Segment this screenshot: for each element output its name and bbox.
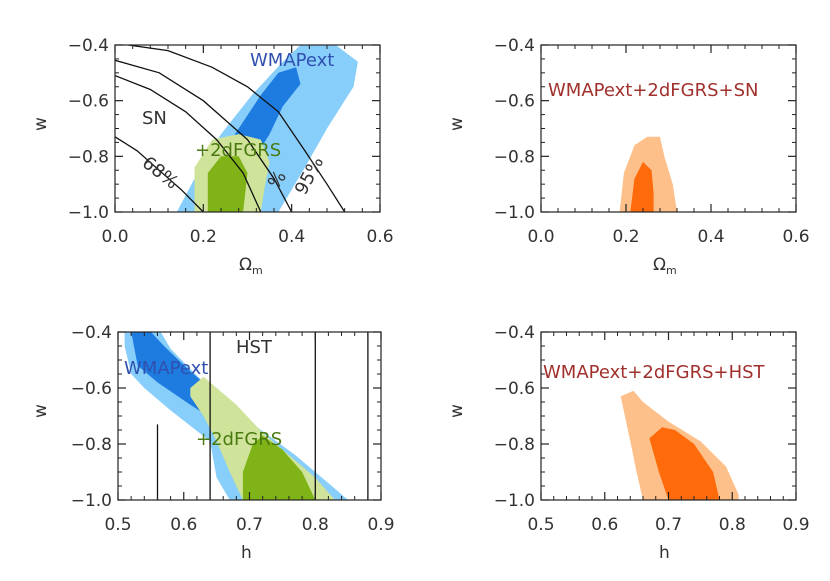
x-tick-label: 0.7 — [655, 515, 682, 535]
x-axis-label-subscript: m — [252, 264, 263, 277]
x-tick-label: 0.6 — [782, 227, 809, 247]
confidence-regions — [620, 390, 739, 500]
confidence-regions — [176, 45, 358, 212]
annotation-sn: SN — [142, 108, 167, 129]
y-tick-label: −0.8 — [494, 147, 535, 167]
y-tick-label: −0.4 — [71, 323, 112, 343]
y-tick-label: −1.0 — [494, 491, 535, 511]
panel-bottom-left: 0.5 0.6 0.7 0.8 0.9 −1.0 −0.8 −0.6 −0.4 HST WMAP… — [31, 323, 395, 563]
x-tick-label: 0.5 — [527, 515, 554, 535]
x-tick-label: 0.6 — [591, 515, 618, 535]
x-tick-label: 0.4 — [697, 227, 724, 247]
x-tick-label: 0.9 — [782, 515, 809, 535]
region-wmapext-2dfgrs-sn-68 — [630, 161, 654, 212]
x-tick-label: 0.2 — [190, 227, 217, 247]
x-tick-label: 0.6 — [366, 227, 393, 247]
line-sn-95-outer — [128, 45, 346, 212]
x-tick-label: 0.5 — [104, 515, 131, 535]
y-tick-label: −0.6 — [71, 379, 112, 399]
region-2dfgrs-68 — [242, 435, 316, 500]
x-axis-label-subscript: m — [666, 264, 677, 277]
panel-top-right: 0.0 0.2 0.4 0.6 −1.0 −0.8 −0.6 −0.4 WMAPext+2dF… — [447, 36, 810, 277]
region-wmapext-2dfgrs-hst-68 — [649, 427, 720, 500]
line-sn-68-outer — [115, 74, 262, 212]
y-tick-label: −1.0 — [68, 203, 109, 223]
x-axis-label: h — [659, 543, 670, 563]
region-2dfgrs-68 — [207, 156, 248, 212]
x-tick-label: 0.6 — [170, 515, 197, 535]
annotation-combined-sn: WMAPext+2dFGRS+SN — [548, 80, 759, 101]
x-tick-label: 0.4 — [278, 227, 305, 247]
annotation-2dfgrs: +2dFGRS — [195, 140, 281, 161]
x-axis-label: Ω — [653, 255, 666, 275]
y-axis-label: w — [447, 404, 467, 418]
annotation-2dfgrs: +2dFGRS — [196, 429, 282, 450]
y-tick-label: −1.0 — [494, 203, 535, 223]
hst-lines — [156, 332, 369, 500]
sn-contour-lines — [115, 45, 346, 212]
annotation-combined-hst: WMAPext+2dFGRS+HST — [543, 362, 766, 383]
y-tick-label: −0.8 — [494, 435, 535, 455]
x-tick-label: 0.0 — [527, 227, 554, 247]
y-tick-label: −0.6 — [68, 92, 109, 112]
y-axis-label: w — [31, 404, 51, 418]
annotation-wmapext: WMAPext — [250, 50, 334, 71]
x-tick-label: 0.8 — [302, 515, 329, 535]
panel-top-left: 0.0 0.2 0.4 0.6−1.0−0.8−0.6−0.4 WMAPext SN … — [31, 36, 394, 277]
y-tick-label: −0.8 — [71, 435, 112, 455]
y-axis-label: w — [447, 117, 467, 131]
y-tick-label: −0.4 — [494, 36, 535, 56]
axes: 0.5 0.6 0.7 0.8 0.9 −1.0 −0.8 −0.6 −0.4 — [71, 323, 395, 535]
axes: 0.0 0.2 0.4 0.6 −1.0 −0.8 −0.6 −0.4 — [494, 36, 810, 247]
annotation-68pct: 68% — [138, 152, 182, 193]
y-tick-label: −0.8 — [68, 147, 109, 167]
line-sn-68-inner — [115, 136, 204, 212]
x-tick-label: 0.7 — [236, 515, 263, 535]
y-tick-label: −0.4 — [68, 36, 109, 56]
x-axis-label: h — [241, 543, 252, 563]
y-tick-label: −0.4 — [494, 323, 535, 343]
x-tick-label: 0.8 — [719, 515, 746, 535]
confidence-regions — [124, 332, 349, 500]
x-tick-label: 0.0 — [101, 227, 128, 247]
y-axis-label: w — [31, 117, 51, 131]
axes: 0.5 0.6 0.7 0.8 0.9 −1.0 −0.8 −0.6 −0.4 — [494, 323, 810, 535]
line-sn-95-inner — [115, 59, 293, 212]
axes: 0.0 0.2 0.4 0.6 −1.0 −0.8 −0.6 −0.4 — [68, 36, 394, 247]
x-tick-label: 0.9 — [367, 515, 394, 535]
panel-bottom-right: 0.5 0.6 0.7 0.8 0.9 −1.0 −0.8 −0.6 −0.4 WMAPext+… — [447, 323, 810, 563]
annotation-wmapext: WMAPext — [124, 358, 208, 379]
y-tick-label: −0.6 — [494, 92, 535, 112]
y-tick-label: −0.6 — [494, 379, 535, 399]
confidence-regions — [619, 136, 677, 212]
x-axis-label: Ω — [239, 255, 252, 275]
x-tick-label: 0.2 — [612, 227, 639, 247]
y-tick-label: −1.0 — [71, 491, 112, 511]
annotation-hst: HST — [236, 337, 273, 358]
